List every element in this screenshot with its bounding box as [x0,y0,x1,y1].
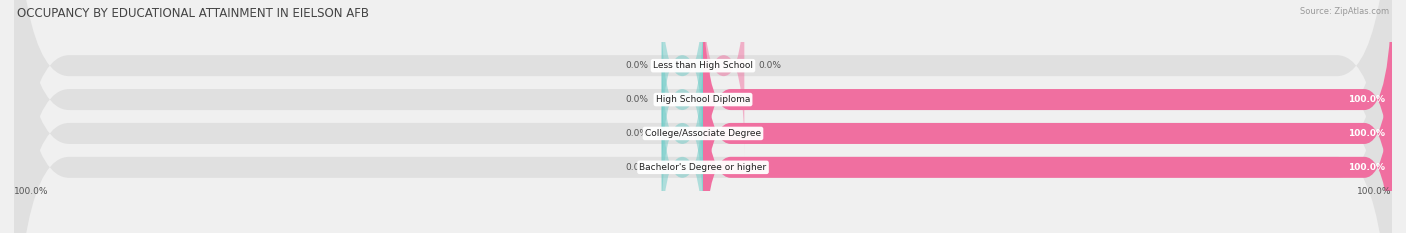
FancyBboxPatch shape [14,0,1392,233]
Text: 0.0%: 0.0% [624,95,648,104]
Text: Bachelor's Degree or higher: Bachelor's Degree or higher [640,163,766,172]
Text: 0.0%: 0.0% [758,61,782,70]
Text: 100.0%: 100.0% [1348,129,1385,138]
Text: 0.0%: 0.0% [624,129,648,138]
Text: Source: ZipAtlas.com: Source: ZipAtlas.com [1301,7,1389,16]
FancyBboxPatch shape [703,0,1392,225]
Text: 100.0%: 100.0% [1348,163,1385,172]
FancyBboxPatch shape [662,42,703,225]
Text: 100.0%: 100.0% [14,187,49,195]
Text: 100.0%: 100.0% [1357,187,1392,195]
FancyBboxPatch shape [662,76,703,233]
Text: 100.0%: 100.0% [1348,95,1385,104]
Text: 0.0%: 0.0% [624,163,648,172]
Text: Less than High School: Less than High School [652,61,754,70]
Text: High School Diploma: High School Diploma [655,95,751,104]
FancyBboxPatch shape [14,0,1392,233]
FancyBboxPatch shape [662,0,703,157]
Text: College/Associate Degree: College/Associate Degree [645,129,761,138]
FancyBboxPatch shape [662,8,703,191]
FancyBboxPatch shape [14,0,1392,233]
Text: OCCUPANCY BY EDUCATIONAL ATTAINMENT IN EIELSON AFB: OCCUPANCY BY EDUCATIONAL ATTAINMENT IN E… [17,7,368,20]
FancyBboxPatch shape [703,8,1392,233]
FancyBboxPatch shape [703,0,744,157]
FancyBboxPatch shape [14,0,1392,233]
FancyBboxPatch shape [703,42,1392,233]
Text: 0.0%: 0.0% [624,61,648,70]
